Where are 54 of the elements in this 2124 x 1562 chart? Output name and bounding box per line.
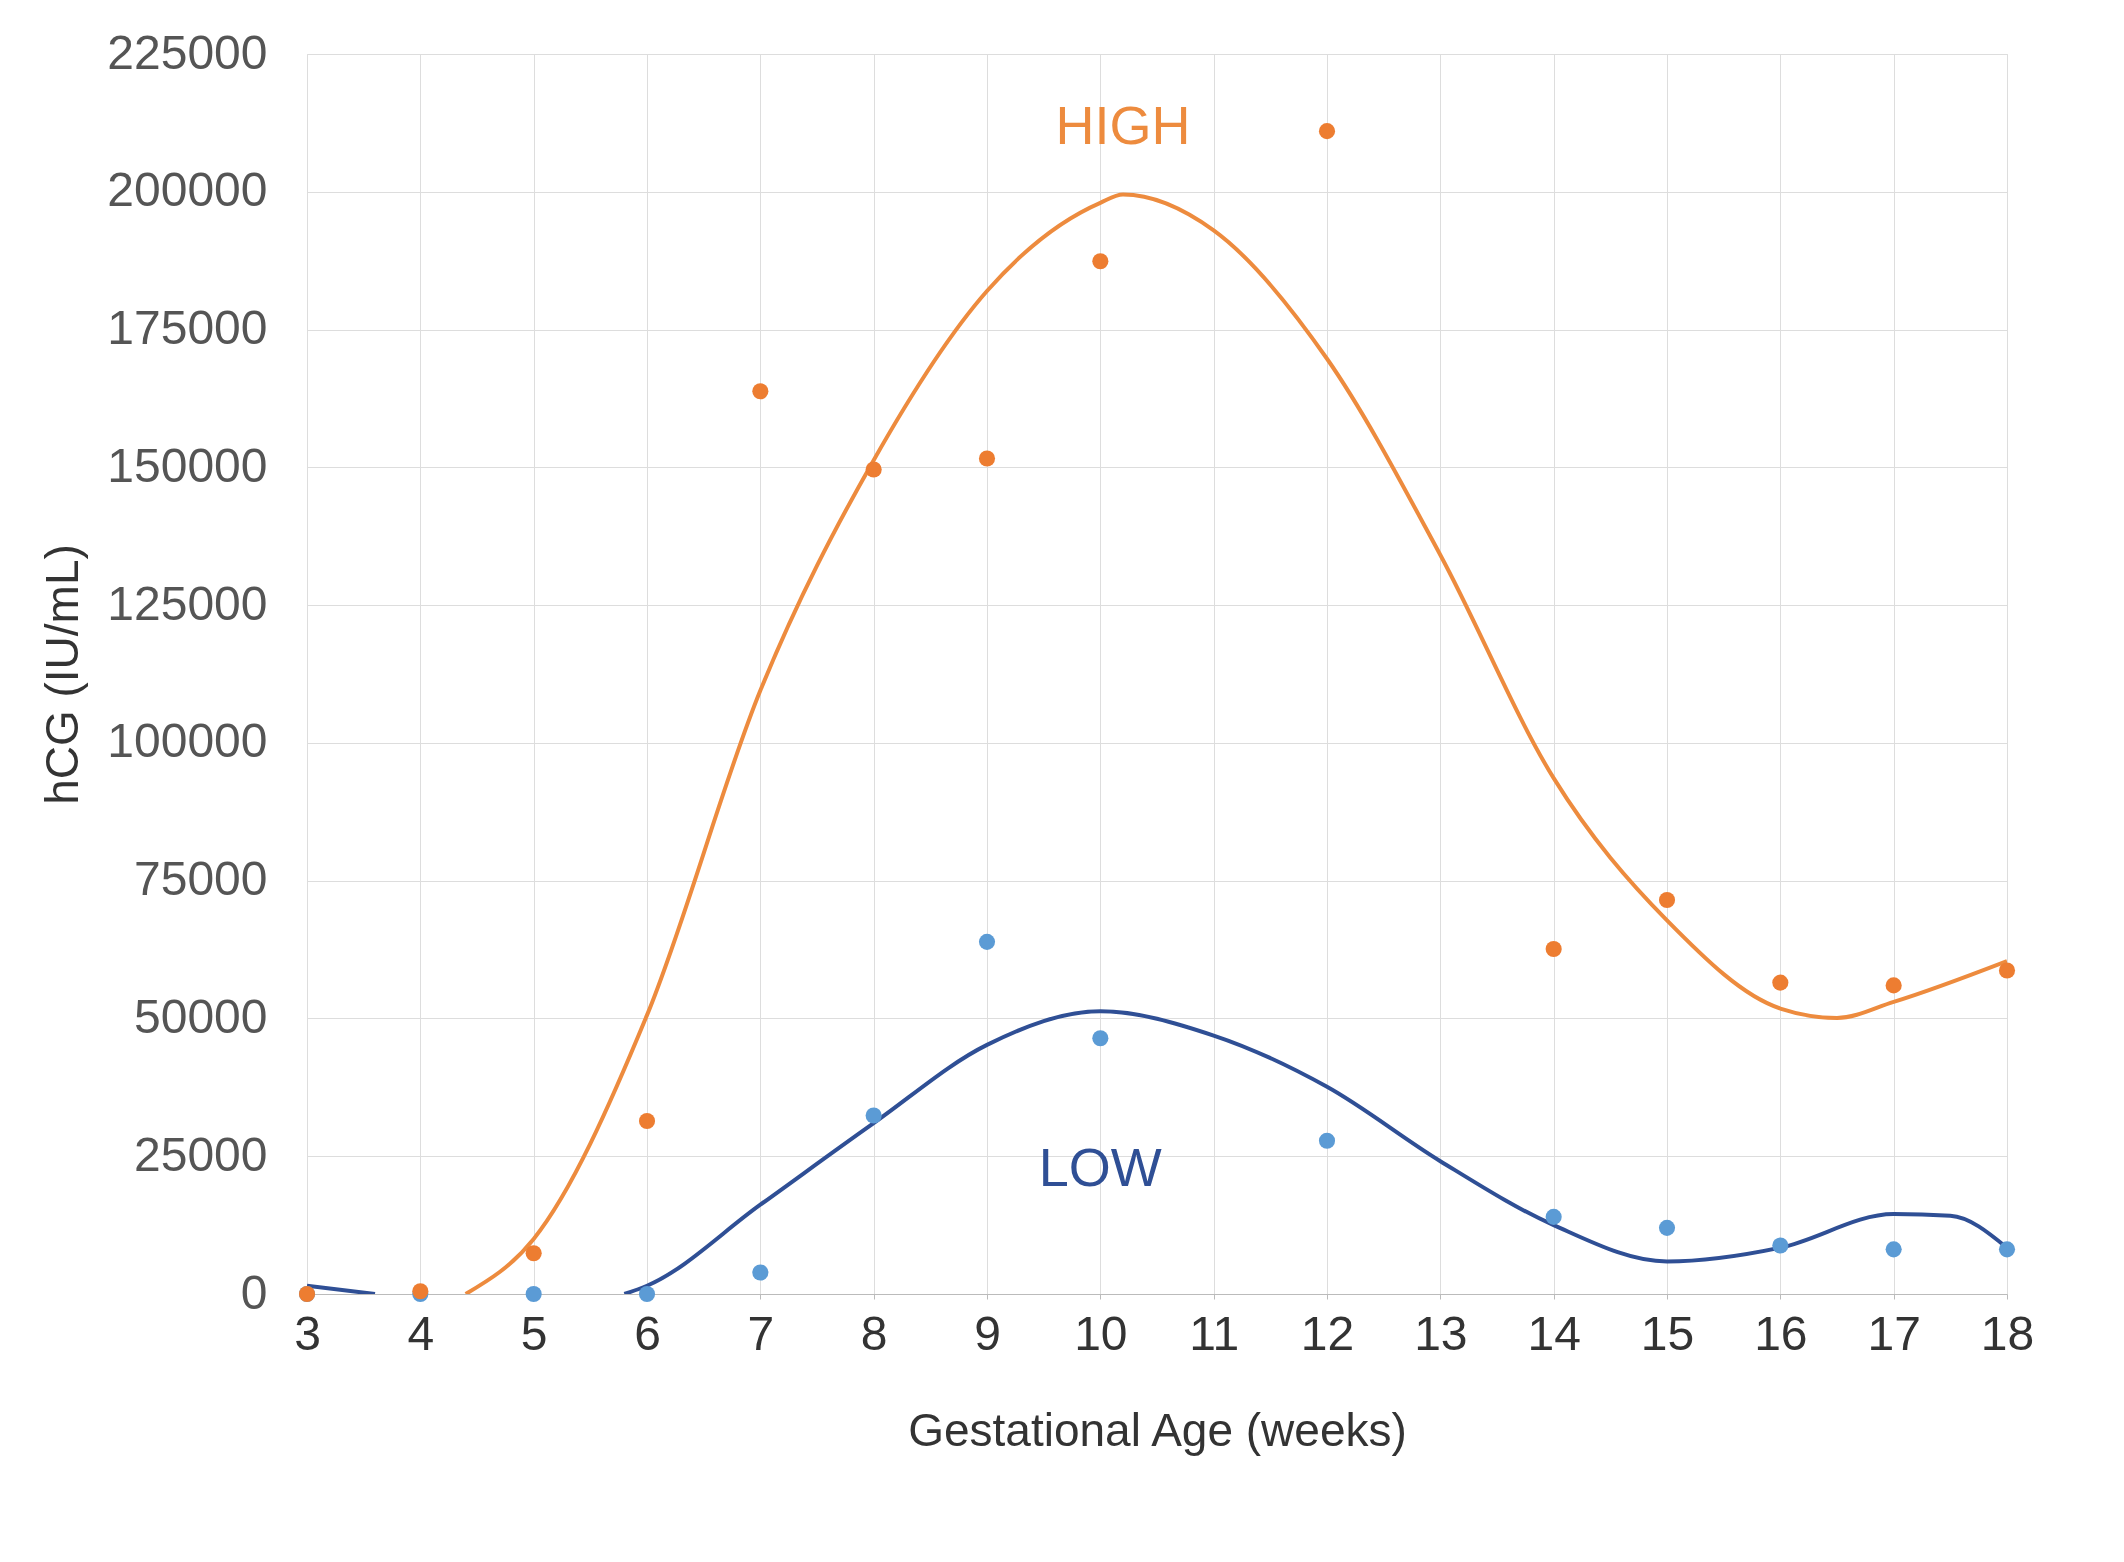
point: [1658, 1219, 1676, 1236]
x-axis-title: Gestational Age (weeks): [908, 1403, 1407, 1456]
y-tick-label: 50000: [134, 989, 268, 1043]
x-tick-label: 12: [1300, 1306, 1355, 1360]
point: [752, 1264, 769, 1281]
point: [1998, 962, 2016, 979]
point: [865, 461, 882, 478]
y-tick-label: 75000: [134, 852, 268, 906]
point: [1772, 1237, 1789, 1254]
y-tick-label: 175000: [107, 301, 268, 355]
y-tick-label: 25000: [134, 1127, 268, 1181]
point: [978, 933, 996, 950]
y-tick-label: 0: [240, 1265, 268, 1319]
point: [1772, 974, 1789, 991]
point: [638, 1285, 656, 1303]
x-tick-label: 8: [860, 1306, 888, 1360]
point: [865, 1107, 882, 1124]
x-tick-label: 10: [1074, 1306, 1128, 1360]
point: [1998, 1241, 2016, 1258]
y-tick-label: 100000: [107, 714, 268, 768]
point: [752, 383, 769, 400]
y-tick-label: 150000: [107, 438, 268, 492]
point: [978, 450, 996, 467]
x-tick-label: 3: [294, 1306, 321, 1360]
point: [1545, 1208, 1562, 1225]
x-tick-label: 7: [747, 1306, 775, 1360]
x-tick-label: 6: [634, 1306, 661, 1360]
point: [1658, 891, 1676, 908]
point: [525, 1245, 542, 1262]
x-tick-label: 11: [1189, 1306, 1240, 1360]
point: [1092, 1030, 1109, 1047]
series-label: LOW: [1038, 1137, 1162, 1198]
point: [1318, 123, 1336, 140]
x-tick-label: 4: [407, 1306, 435, 1360]
point: [1885, 977, 1902, 994]
y-tick-label: 200000: [107, 163, 268, 217]
x-tick-label: 14: [1527, 1306, 1581, 1360]
x-tick-label: 16: [1754, 1306, 1808, 1360]
x-tick-label: 18: [1980, 1306, 2035, 1360]
y-axis-title: hCG (IU/mL): [35, 544, 88, 805]
y-tick-label: 225000: [107, 25, 268, 79]
point: [525, 1285, 542, 1303]
point: [638, 1112, 656, 1129]
point: [1545, 940, 1562, 958]
point: [1885, 1241, 1902, 1258]
series-label: HIGH: [1055, 94, 1191, 155]
x-tick-label: 9: [974, 1306, 1001, 1360]
x-tick-label: 15: [1640, 1306, 1695, 1360]
y-tick-label: 125000: [107, 576, 268, 630]
point: [1092, 253, 1109, 270]
point: [1318, 1132, 1336, 1149]
x-tick-label: 13: [1414, 1306, 1468, 1360]
x-tick-label: 5: [520, 1306, 548, 1360]
x-tick-label: 17: [1867, 1306, 1921, 1360]
